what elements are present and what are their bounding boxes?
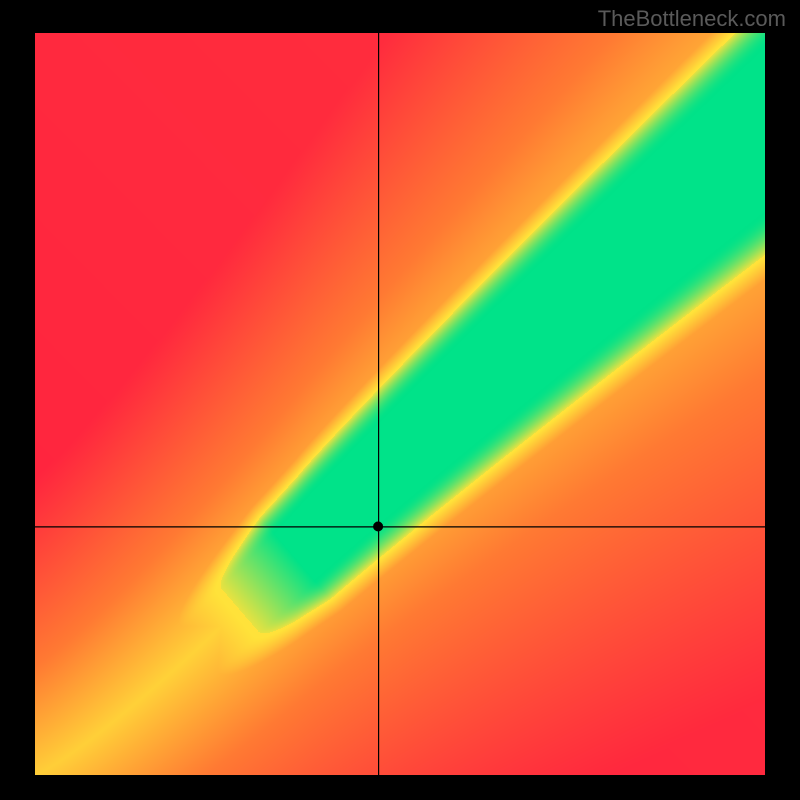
plot-area xyxy=(35,33,765,775)
chart-frame: TheBottleneck.com xyxy=(0,0,800,800)
watermark-text: TheBottleneck.com xyxy=(598,6,786,32)
crosshair-overlay xyxy=(35,33,765,775)
